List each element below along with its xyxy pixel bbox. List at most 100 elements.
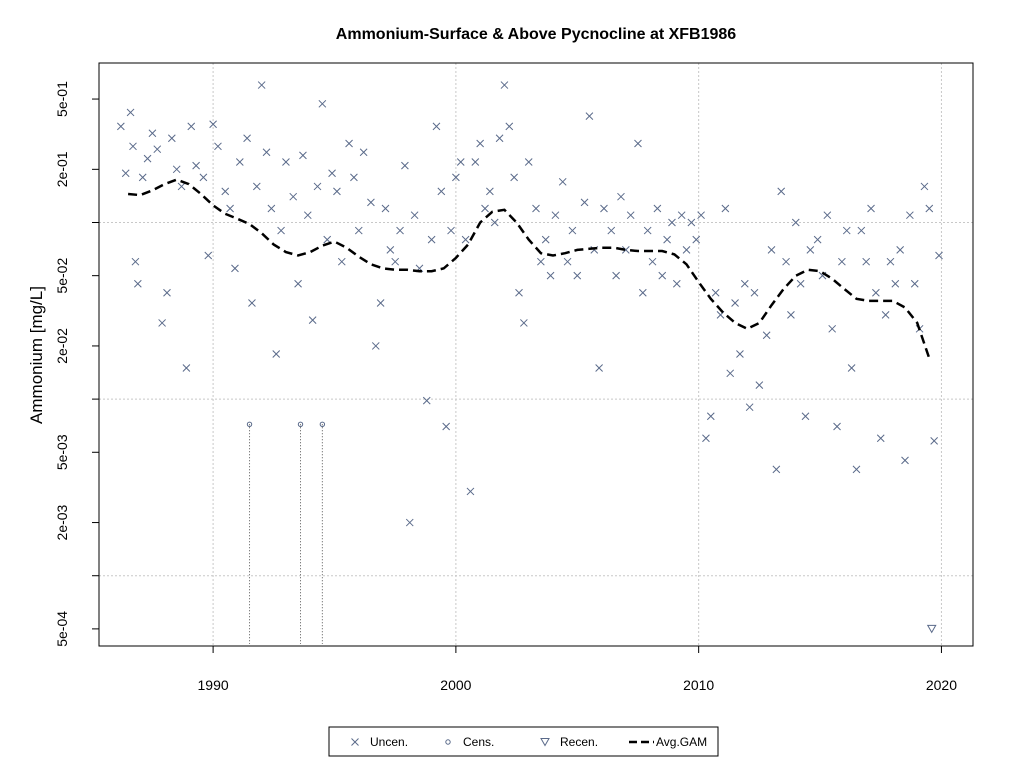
legend-label: Recen. bbox=[560, 735, 598, 749]
uncensored-point bbox=[505, 122, 514, 131]
uncensored-point bbox=[432, 122, 441, 131]
censored-point bbox=[246, 421, 253, 428]
uncensored-point bbox=[243, 134, 251, 143]
uncensored-point bbox=[471, 158, 480, 166]
gam-curve bbox=[127, 178, 931, 359]
y-tick-label: 2e-03 bbox=[54, 504, 70, 540]
legend-label: Uncen. bbox=[370, 735, 408, 749]
y-tick-label: 5e-04 bbox=[54, 611, 70, 647]
x-tick-label: 2020 bbox=[926, 677, 957, 693]
x-tick-label: 1990 bbox=[198, 677, 229, 693]
uncensored-point bbox=[847, 364, 856, 372]
uncensored-point bbox=[672, 279, 681, 288]
uncensored-point bbox=[881, 310, 890, 319]
uncensored-point bbox=[172, 165, 181, 174]
x-axis: 1990 2000 2010 2020 bbox=[198, 646, 957, 693]
uncensored-point bbox=[214, 142, 222, 151]
uncensored-point bbox=[668, 218, 676, 227]
censored-point bbox=[319, 421, 326, 428]
uncensored-point bbox=[876, 434, 885, 443]
uncensored-point bbox=[726, 369, 735, 378]
uncensored-point bbox=[546, 271, 555, 280]
uncensored-point bbox=[350, 173, 358, 182]
uncensored-point bbox=[333, 187, 341, 196]
uncensored-point bbox=[600, 204, 608, 213]
uncensored-point bbox=[167, 134, 176, 143]
uncensored-point bbox=[235, 158, 244, 166]
uncensored-point bbox=[138, 173, 147, 182]
uncensored-point bbox=[663, 235, 671, 244]
uncensored-point bbox=[833, 422, 841, 431]
x-tick-label: 2010 bbox=[683, 677, 714, 693]
uncensored-point bbox=[226, 204, 234, 213]
uncensored-point bbox=[289, 192, 298, 201]
uncensored-point bbox=[367, 198, 375, 207]
uncensored-point bbox=[294, 279, 302, 288]
uncensored-point bbox=[221, 187, 230, 196]
uncensored-point bbox=[461, 235, 470, 244]
uncensored-point bbox=[447, 226, 455, 235]
plot-area bbox=[99, 63, 973, 646]
uncensored-point bbox=[896, 246, 905, 254]
uncensored-point bbox=[702, 434, 710, 443]
uncensored-point bbox=[391, 257, 400, 266]
uncensored-point bbox=[209, 120, 217, 129]
uncensored-point bbox=[410, 211, 419, 220]
uncensored-point bbox=[852, 465, 861, 474]
uncensored-point bbox=[711, 288, 720, 297]
uncensored-point bbox=[192, 161, 200, 170]
uncensored-point bbox=[842, 226, 851, 235]
uncensored-point bbox=[721, 204, 730, 213]
uncensored-point bbox=[541, 235, 550, 244]
uncensored-point bbox=[231, 264, 239, 273]
uncensored-point bbox=[867, 204, 875, 213]
uncensored-point bbox=[573, 271, 582, 280]
uncensored-point bbox=[422, 396, 431, 405]
uncensored-point bbox=[158, 319, 166, 327]
uncensored-point bbox=[129, 142, 137, 151]
uncensored-point bbox=[595, 364, 603, 372]
uncensored-point bbox=[886, 257, 895, 266]
uncensored-point bbox=[891, 279, 900, 288]
uncensored-point bbox=[359, 148, 368, 157]
uncensored-point bbox=[405, 518, 414, 527]
uncensored-point bbox=[452, 173, 460, 182]
uncensored-point bbox=[648, 257, 657, 266]
plot-frame bbox=[98, 62, 974, 647]
uncensored-point bbox=[381, 204, 390, 213]
uncensored-point bbox=[585, 112, 594, 121]
uncensored-point bbox=[376, 299, 385, 307]
uncensored-point bbox=[838, 257, 846, 266]
data-points bbox=[116, 81, 943, 634]
uncensored-point bbox=[262, 148, 271, 157]
uncensored-point bbox=[182, 364, 191, 372]
uncensored-point bbox=[568, 226, 577, 235]
uncensored-point bbox=[772, 465, 781, 474]
uncensored-point bbox=[706, 412, 715, 421]
uncensored-point bbox=[607, 226, 616, 235]
uncensored-point bbox=[401, 161, 409, 170]
uncensored-point bbox=[204, 251, 213, 260]
uncensored-point bbox=[828, 324, 837, 333]
legend-symbol-uncen bbox=[351, 738, 359, 746]
uncensored-point bbox=[930, 437, 939, 445]
legend-symbol-cens bbox=[445, 739, 451, 745]
legend: Uncen. Cens. Recen. Avg.GAM bbox=[328, 726, 719, 757]
uncensored-point bbox=[354, 226, 363, 235]
uncensored-point bbox=[495, 134, 504, 143]
uncensored-point bbox=[901, 456, 909, 465]
uncensored-point bbox=[862, 257, 871, 266]
uncensored-point bbox=[476, 139, 485, 148]
uncensored-point bbox=[456, 158, 465, 166]
uncensored-point bbox=[777, 187, 786, 196]
uncensored-point bbox=[318, 99, 327, 108]
uncensored-point bbox=[148, 129, 157, 138]
uncensored-point bbox=[437, 187, 446, 196]
uncensored-point bbox=[131, 257, 140, 266]
uncensored-point bbox=[697, 211, 705, 220]
uncensored-point bbox=[806, 246, 815, 254]
uncensored-point bbox=[252, 182, 261, 191]
uncensored-point bbox=[303, 211, 312, 220]
uncensored-point bbox=[658, 271, 667, 280]
uncensored-point bbox=[736, 350, 744, 358]
